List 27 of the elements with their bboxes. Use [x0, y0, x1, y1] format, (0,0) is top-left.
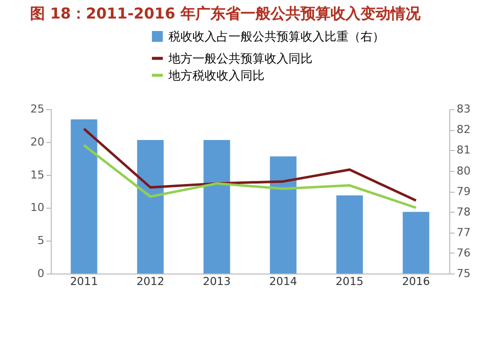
line-series	[82, 128, 418, 202]
y2-tick-label: 76	[456, 246, 471, 260]
x-tick-label: 2014	[269, 274, 298, 288]
legend-label: 地方一般公共预算收入同比	[167, 51, 312, 66]
chart-title: 图 18：2011-2016 年广东省一般公共预算收入变动情况	[30, 4, 422, 23]
x-tick-label: 2013	[202, 274, 231, 288]
y2-tick-label: 83	[456, 102, 471, 116]
y-tick-label: 25	[30, 102, 44, 116]
y-tick-label: 15	[30, 168, 44, 182]
x-tick-label: 2016	[402, 274, 430, 288]
x-tick-label: 2012	[136, 274, 164, 288]
y-tick-label: 10	[30, 201, 44, 214]
x-tick-label: 2011	[70, 274, 98, 288]
legend-label: 税收收入占一般公共预算收入比重（右）	[168, 29, 384, 44]
y2-tick-label: 77	[456, 226, 471, 239]
x-tick-label: 2015	[336, 274, 364, 288]
y-tick-label: 5	[37, 234, 44, 248]
y-tick-label: 20	[30, 136, 44, 149]
y2-tick-label: 80	[456, 164, 471, 178]
y2-tick-label: 79	[456, 184, 471, 198]
line-series	[82, 144, 418, 209]
y2-tick-label: 78	[456, 205, 471, 218]
y2-tick-label: 82	[456, 123, 471, 136]
y-tick-label: 0	[37, 266, 44, 280]
legend-label: 地方税收收入同比	[167, 68, 264, 82]
y2-tick-label: 81	[456, 144, 471, 157]
y2-tick-label: 75	[456, 266, 471, 280]
